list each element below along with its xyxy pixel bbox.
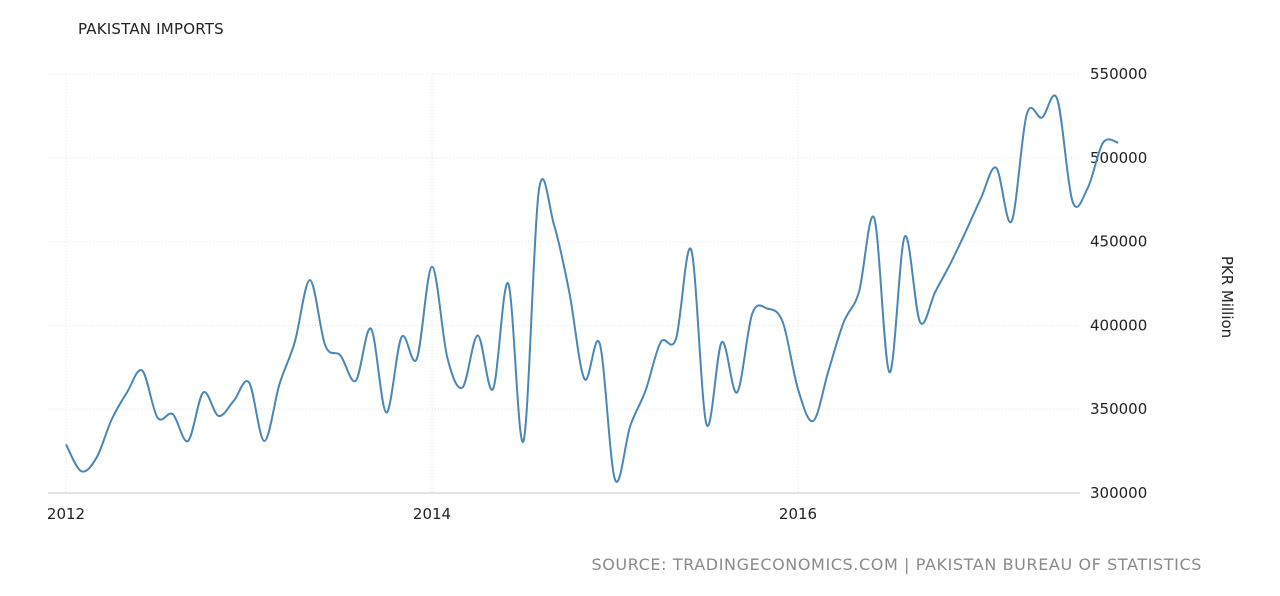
x-tick-label: 2014: [413, 505, 451, 523]
x-axis-ticks: 2012 2014 2016: [47, 505, 817, 523]
grid: [48, 73, 1080, 494]
y-tick-label: 400000: [1090, 316, 1147, 334]
series-line: [65, 94, 1119, 483]
x-tick-label: 2016: [779, 505, 817, 523]
y-axis-ticks: 300000 350000 400000 450000 500000 550000: [1090, 65, 1147, 502]
chart-title: PAKISTAN IMPORTS: [78, 20, 224, 38]
y-axis-label: PKR Million: [1218, 255, 1236, 339]
y-tick-label: 550000: [1090, 65, 1147, 83]
y-tick-label: 450000: [1090, 233, 1147, 251]
y-tick-label: 350000: [1090, 400, 1147, 418]
y-tick-label: 500000: [1090, 149, 1147, 167]
source-text: SOURCE: TRADINGECONOMICS.COM | PAKISTAN …: [591, 555, 1202, 574]
x-tick-label: 2012: [47, 505, 85, 523]
y-tick-label: 300000: [1090, 484, 1147, 502]
